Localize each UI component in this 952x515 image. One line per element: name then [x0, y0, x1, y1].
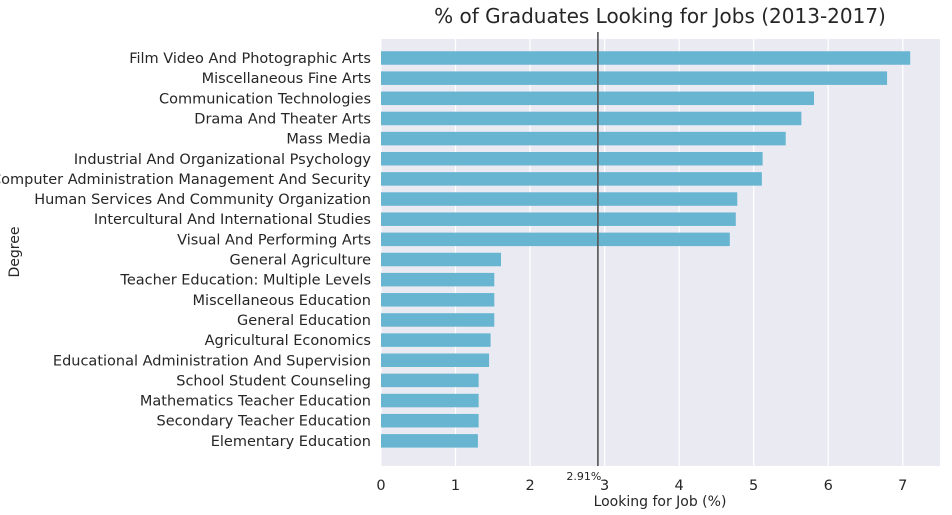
category-label: General Agriculture [230, 253, 372, 269]
x-tick-label: 7 [898, 478, 907, 494]
bar [381, 272, 495, 287]
bar [381, 212, 736, 226]
bar [381, 434, 478, 448]
x-tick-label: 1 [451, 478, 460, 494]
gridlines [380, 39, 904, 466]
x-tick-label: 3 [600, 478, 609, 494]
bar [381, 51, 911, 65]
x-tick-label: 5 [749, 478, 758, 494]
category-label: Film Video And Photographic Arts [129, 51, 371, 67]
x-axis-label: Looking for Job (%) [594, 494, 727, 510]
bar [381, 131, 786, 146]
category-label: Computer Administration Management And S… [0, 172, 371, 188]
bar [381, 232, 730, 247]
category-label: Elementary Education [211, 434, 371, 450]
bar [381, 313, 495, 327]
category-labels: Film Video And Photographic Arts Miscella… [0, 51, 371, 450]
bar [381, 172, 762, 186]
bar [381, 413, 479, 428]
category-label: General Education [237, 313, 371, 329]
category-label: Visual And Performing Arts [177, 232, 371, 248]
y-axis-label: Degree [7, 227, 23, 278]
x-tick-label: 2 [525, 478, 534, 494]
bar [381, 71, 888, 85]
category-label: Mathematics Teacher Education [140, 394, 371, 410]
category-label: Mass Media [286, 132, 371, 148]
category-label: Educational Administration And Supervisi… [53, 353, 371, 369]
x-tick-label: 6 [824, 478, 833, 494]
x-tick-label: 0 [376, 478, 385, 494]
bar [381, 393, 479, 408]
x-tick-label: 4 [675, 478, 684, 494]
bars-group [381, 51, 911, 448]
category-label: Teacher Education: Multiple Levels [119, 273, 371, 289]
category-label: Intercultural And International Studies [94, 212, 371, 228]
bar [381, 373, 479, 388]
category-label: Miscellaneous Fine Arts [202, 71, 371, 87]
category-label: Miscellaneous Education [193, 293, 371, 309]
category-label: School Student Counseling [176, 373, 371, 389]
x-tick-labels: 0 1 2 3 4 5 6 7 [376, 478, 907, 494]
bar [381, 293, 495, 307]
category-label: Human Services And Community Organizatio… [34, 192, 371, 208]
bar [381, 252, 501, 267]
chart-title: % of Graduates Looking for Jobs (2013-20… [434, 4, 886, 28]
bar [381, 111, 802, 126]
category-label: Drama And Theater Arts [194, 111, 371, 127]
category-label: Industrial And Organizational Psychology [74, 152, 372, 168]
bar [381, 152, 763, 166]
category-label: Secondary Teacher Education [157, 414, 371, 430]
reference-line-label: 2.91% [566, 470, 601, 483]
category-label: Agricultural Economics [205, 333, 371, 349]
category-label: Communication Technologies [159, 91, 371, 107]
bar [381, 353, 490, 367]
bar [381, 192, 738, 206]
bar [381, 333, 491, 347]
